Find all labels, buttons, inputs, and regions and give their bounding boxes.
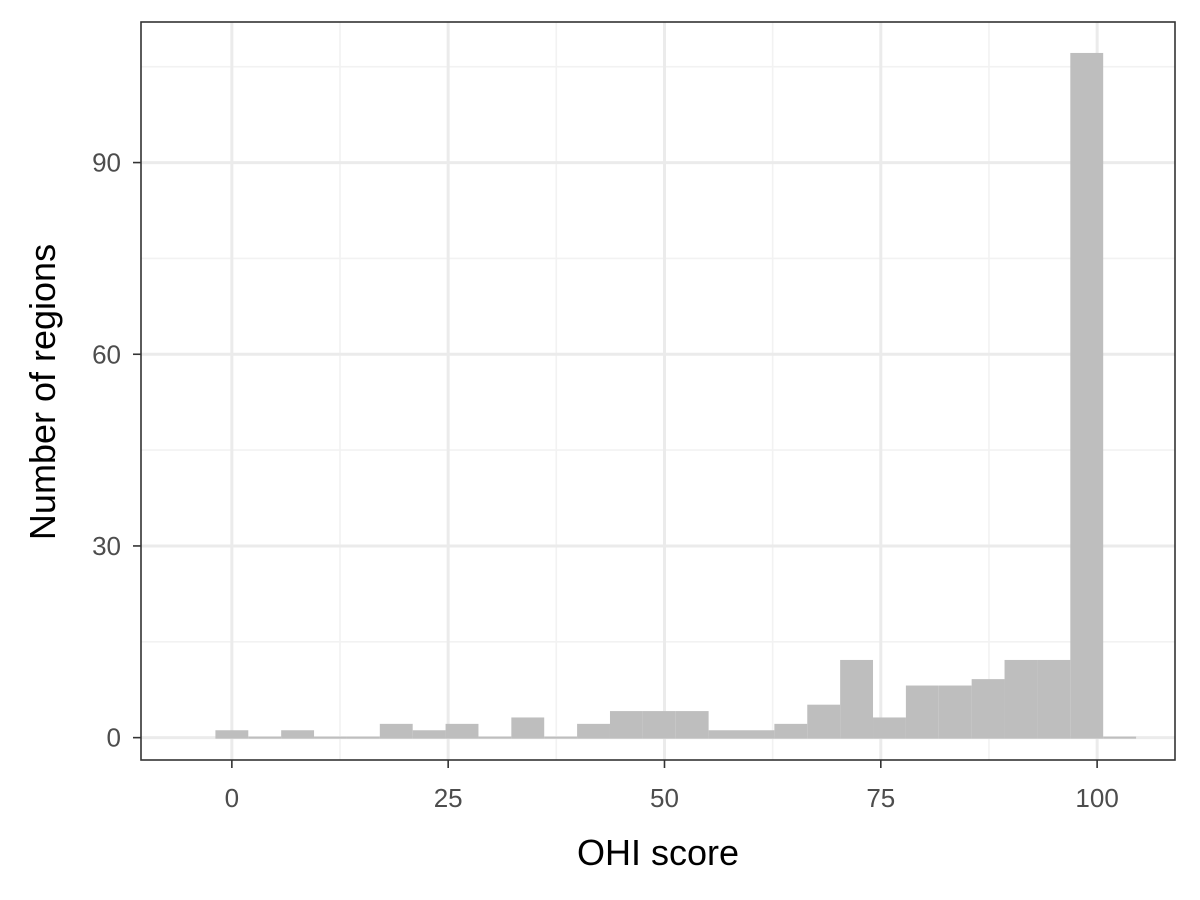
histogram-bar xyxy=(609,711,643,739)
histogram-bar xyxy=(445,723,479,739)
x-axis-title: OHI score xyxy=(577,832,739,873)
y-tick-label: 90 xyxy=(92,148,121,178)
y-axis-title: Number of regions xyxy=(22,244,63,540)
histogram-bar xyxy=(741,730,775,739)
x-tick-label: 75 xyxy=(866,783,895,813)
histogram-bar xyxy=(1004,659,1038,739)
histogram-bar xyxy=(807,704,841,739)
histogram-bar xyxy=(511,717,545,739)
x-tick-label: 25 xyxy=(434,783,463,813)
histogram-bar xyxy=(774,723,808,739)
y-tick-label: 30 xyxy=(92,531,121,561)
x-tick-label: 50 xyxy=(650,783,679,813)
histogram-bar xyxy=(708,730,742,739)
histogram-bar xyxy=(938,685,972,739)
panel-border xyxy=(140,21,1176,761)
histogram-bar xyxy=(215,730,249,739)
x-tick-label: 100 xyxy=(1075,783,1118,813)
histogram-bar xyxy=(412,730,446,739)
histogram-bar xyxy=(840,659,874,739)
axis-ticks: 0 25 50 75 100 0 30 60 90 xyxy=(92,148,1119,813)
histogram-bar xyxy=(971,679,1005,739)
histogram-bars xyxy=(215,52,1137,739)
y-tick-label: 60 xyxy=(92,339,121,369)
histogram-bar xyxy=(642,711,676,739)
grid-lines xyxy=(141,22,1175,760)
histogram-bar xyxy=(346,736,380,739)
histogram-bar xyxy=(873,717,906,739)
histogram-bar xyxy=(281,730,315,739)
histogram-bar xyxy=(905,685,939,739)
histogram-bar xyxy=(248,736,282,739)
histogram-bar xyxy=(577,723,610,739)
histogram-bar xyxy=(1103,736,1137,739)
histogram-bar xyxy=(314,736,347,739)
histogram-bar xyxy=(1037,659,1071,739)
y-tick-label: 0 xyxy=(107,723,121,753)
histogram-bar xyxy=(1070,52,1104,739)
histogram-bar xyxy=(675,711,709,739)
histogram-bar xyxy=(379,723,413,739)
x-tick-label: 0 xyxy=(225,783,239,813)
histogram-bar xyxy=(544,736,578,739)
histogram-bar xyxy=(478,736,512,739)
